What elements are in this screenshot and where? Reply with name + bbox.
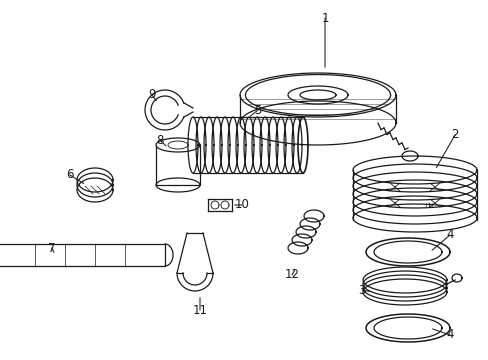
Text: 10: 10 [234, 198, 249, 211]
Text: 2: 2 [450, 129, 458, 141]
Text: 3: 3 [358, 284, 365, 297]
Text: HH: HH [425, 203, 433, 208]
Text: 1: 1 [321, 12, 328, 24]
Text: 12: 12 [284, 269, 299, 282]
Text: 7: 7 [48, 242, 56, 255]
Bar [0, 244, 164, 266]
Text: 6: 6 [66, 168, 74, 181]
Text: 8: 8 [156, 134, 163, 147]
Text: 4: 4 [446, 229, 453, 242]
Bar [156, 145, 200, 185]
Text: 5: 5 [254, 104, 261, 117]
Polygon shape [156, 138, 200, 152]
Text: 9: 9 [148, 89, 156, 102]
Text: 11: 11 [192, 303, 207, 316]
Text: 4: 4 [446, 328, 453, 342]
